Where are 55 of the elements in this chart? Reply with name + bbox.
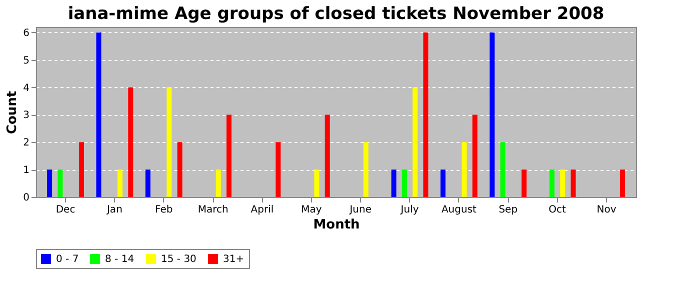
bar: [78, 142, 84, 197]
bar: [128, 87, 134, 197]
bar: [363, 142, 368, 197]
bar: [226, 114, 232, 197]
y-tick-label: 4: [23, 82, 30, 94]
bar: [522, 170, 527, 197]
bar: [47, 170, 52, 197]
bar: [145, 170, 150, 197]
x-tick-label: April: [250, 204, 274, 216]
x-tick-label: Sep: [498, 204, 518, 216]
x-tick-label: Nov: [596, 204, 616, 216]
y-tick-label: 3: [23, 110, 30, 122]
bar: [402, 170, 407, 197]
bar: [560, 170, 566, 197]
y-tick-label: 6: [23, 28, 30, 39]
legend-label: 0 - 7: [56, 254, 79, 265]
bar: [472, 114, 478, 197]
bar: [314, 170, 320, 197]
y-axis-title: Count: [5, 90, 20, 134]
bar: [412, 87, 418, 197]
x-tick-label: Feb: [155, 204, 173, 216]
bar: [391, 170, 396, 197]
legend-label: 15 - 30: [161, 254, 196, 265]
bar: [324, 114, 330, 197]
bar: [166, 87, 172, 197]
bar: [462, 142, 467, 197]
x-tick-label: June: [348, 204, 372, 216]
y-tick-label: 2: [23, 138, 30, 149]
x-tick-label: Jan: [106, 204, 122, 216]
x-tick-label: Dec: [56, 204, 76, 216]
x-tick-label: Oct: [548, 204, 566, 216]
bar: [620, 170, 625, 197]
x-axis-title: Month: [313, 218, 360, 232]
chart-title: iana-mime Age groups of closed tickets November 2008: [68, 4, 604, 24]
bar: [570, 170, 576, 197]
bar: [216, 170, 221, 197]
y-tick-label: 1: [23, 165, 30, 176]
bar: [96, 32, 102, 197]
x-tick-label: August: [441, 204, 477, 216]
bar: [440, 170, 446, 197]
x-tick-label: July: [400, 204, 419, 216]
y-tick-label: 0: [23, 192, 30, 204]
bar: [58, 170, 63, 197]
bar: [177, 142, 182, 197]
x-tick-label: March: [198, 204, 228, 216]
y-tick-label: 5: [23, 55, 30, 66]
bar: [490, 32, 495, 197]
legend-label: 8 - 14: [105, 254, 134, 265]
bar: [118, 170, 123, 197]
bar: [500, 142, 506, 197]
legend-label: 31+: [223, 254, 244, 265]
x-tick-label: May: [301, 204, 322, 216]
bar: [423, 32, 428, 197]
bar: [276, 142, 281, 197]
bar: [549, 170, 554, 197]
